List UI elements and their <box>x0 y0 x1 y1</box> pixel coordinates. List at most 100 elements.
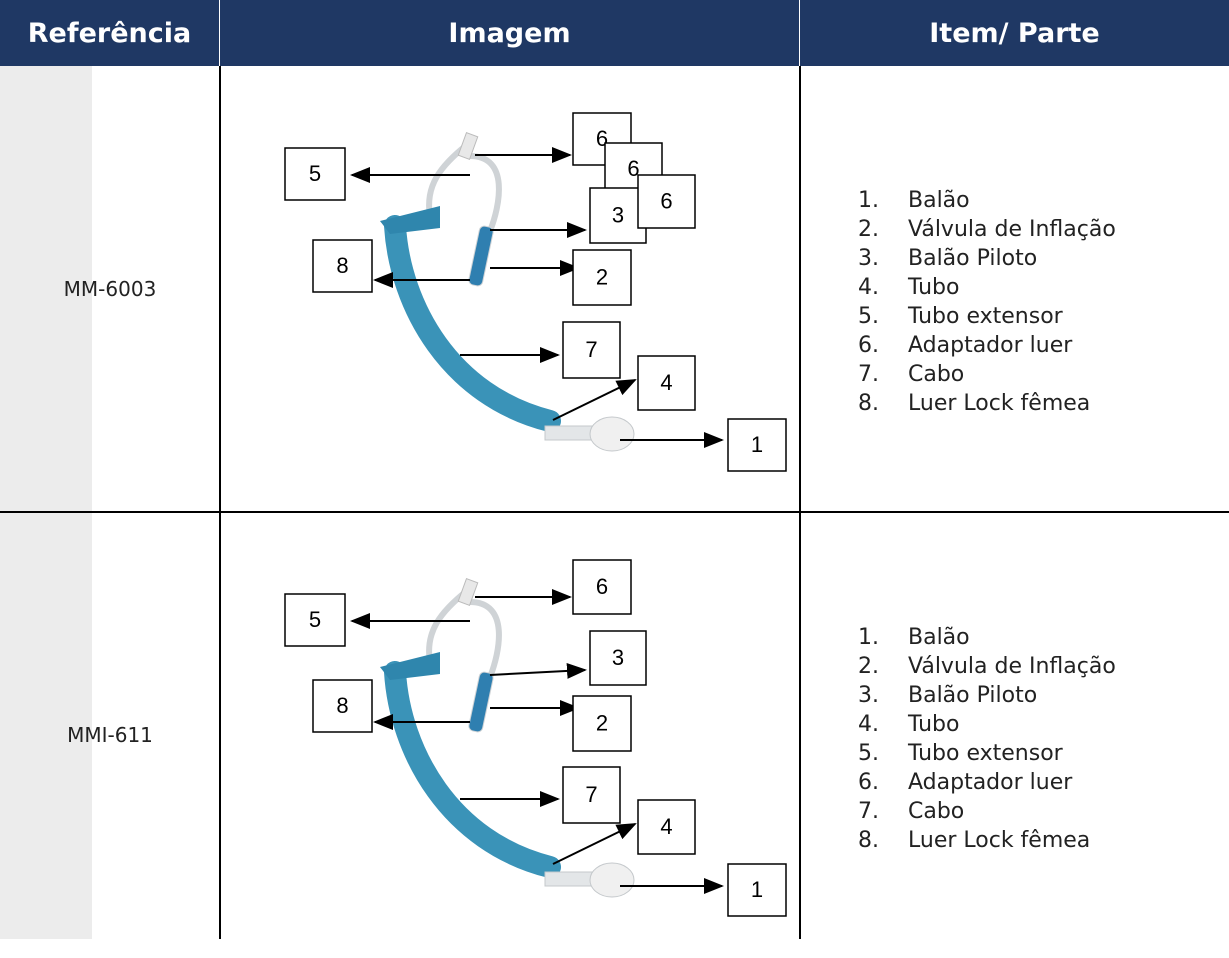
grip <box>380 206 440 234</box>
item-text: Balão <box>908 188 970 213</box>
list-item: 7. Cabo <box>858 797 1116 826</box>
balloon <box>589 862 635 898</box>
item-text: Tubo extensor <box>908 741 1063 766</box>
callout-box <box>637 355 696 411</box>
callout-label: 3 <box>612 645 624 670</box>
callout-label: 4 <box>660 814 672 839</box>
balloon <box>589 416 635 452</box>
item-text: Balão Piloto <box>908 683 1038 708</box>
item-number: 8. <box>858 391 879 416</box>
handle <box>384 661 561 878</box>
arrow <box>552 379 637 421</box>
list-item: 2. Válvula de Inflação <box>858 652 1116 681</box>
item-number: 3. <box>858 246 879 271</box>
cell-border <box>799 66 801 939</box>
callout-box <box>637 174 696 229</box>
header-cell: Item/ Parte <box>800 0 1229 66</box>
callout-box <box>572 559 632 615</box>
item-number: 8. <box>858 828 879 853</box>
callout-box <box>572 112 632 166</box>
item-text: Tubo <box>908 712 960 737</box>
list-item: 6. Adaptador luer <box>858 768 1116 797</box>
item-text: Cabo <box>908 799 965 824</box>
callout-label: 1 <box>751 432 763 457</box>
callout-label: 2 <box>596 710 608 735</box>
item-text: Cabo <box>908 362 965 387</box>
cell-border <box>0 511 1229 513</box>
item-text: Balão <box>908 625 970 650</box>
callout-label: 7 <box>585 782 597 807</box>
item-number: 4. <box>858 275 879 300</box>
cell-border <box>219 66 221 939</box>
item-number: 7. <box>858 799 879 824</box>
item-number: 6. <box>858 333 879 358</box>
luer-adapter <box>457 132 479 160</box>
list-item: 8. Luer Lock fêmea <box>858 389 1116 418</box>
device-drawing: 5 6 3 8 2 7 4 1 <box>284 559 787 917</box>
item-text: Tubo extensor <box>908 304 1063 329</box>
luer-adapter <box>457 578 479 606</box>
callout-label: 7 <box>585 337 597 362</box>
callout-box <box>312 239 373 293</box>
item-text: Válvula de Inflação <box>908 654 1116 679</box>
item-text: Válvula de Inflação <box>908 217 1116 242</box>
parts-list: 1. Balão 2. Válvula de Inflação 3. Balão Pilo… <box>858 623 1116 855</box>
callout-label: 5 <box>309 161 321 186</box>
callout-label: 2 <box>596 264 608 289</box>
callout-label: 5 <box>309 607 321 632</box>
callout-label: 3 <box>612 202 624 227</box>
reference: MMI-611 <box>67 723 153 747</box>
list-item: 6. Adaptador luer <box>858 331 1116 360</box>
item-text: Adaptador luer <box>908 333 1073 358</box>
item-text: Adaptador luer <box>908 770 1073 795</box>
callout-box <box>312 679 373 733</box>
callout-label: 6 <box>660 188 672 213</box>
callout-label: 1 <box>751 877 763 902</box>
callout-label: 8 <box>336 253 348 278</box>
callout-box <box>589 630 647 686</box>
item-number: 1. <box>858 188 879 213</box>
list-item: 7. Cabo <box>858 360 1116 389</box>
item-number: 6. <box>858 770 879 795</box>
list-item: 4. Tubo <box>858 710 1116 739</box>
item-number: 5. <box>858 304 879 329</box>
callout-box <box>727 418 787 472</box>
header-cell: Imagem <box>220 0 800 66</box>
item-text: Balão Piloto <box>908 246 1038 271</box>
header-cell: Referência <box>0 0 220 66</box>
pilot-balloon <box>468 225 494 287</box>
side-strip <box>0 66 92 939</box>
callout-label: 6 <box>596 574 608 599</box>
callout-box <box>572 695 632 752</box>
grip <box>380 652 440 680</box>
item-text: Luer Lock fêmea <box>908 391 1091 416</box>
item-number: 5. <box>858 741 879 766</box>
pilot-balloon <box>468 671 494 733</box>
arrow <box>489 662 587 679</box>
callout-box <box>727 863 787 917</box>
item-number: 7. <box>858 362 879 387</box>
callout-box <box>284 593 346 647</box>
list-item: 1. Balão <box>858 623 1116 652</box>
list-item: 2. Válvula de Inflação <box>858 215 1116 244</box>
item-number: 2. <box>858 217 879 242</box>
callout-box <box>562 321 621 379</box>
list-item: 3. Balão Piloto <box>858 244 1116 273</box>
list-item: 4. Tubo <box>858 273 1116 302</box>
list-item: 5. Tubo extensor <box>858 739 1116 768</box>
list-item: 1. Balão <box>858 186 1116 215</box>
callout-box <box>562 766 621 824</box>
callout-label: 4 <box>660 370 672 395</box>
item-number: 3. <box>858 683 879 708</box>
arrow <box>552 823 637 865</box>
item-number: 4. <box>858 712 879 737</box>
item-number: 2. <box>858 654 879 679</box>
list-item: 3. Balão Piloto <box>858 681 1116 710</box>
item-number: 1. <box>858 625 879 650</box>
parts-list: 1. Balão 2. Válvula de Inflação 3. Balão Pilo… <box>858 186 1116 418</box>
list-item: 5. Tubo extensor <box>858 302 1116 331</box>
callout-box <box>589 187 647 244</box>
item-text: Tubo <box>908 275 960 300</box>
